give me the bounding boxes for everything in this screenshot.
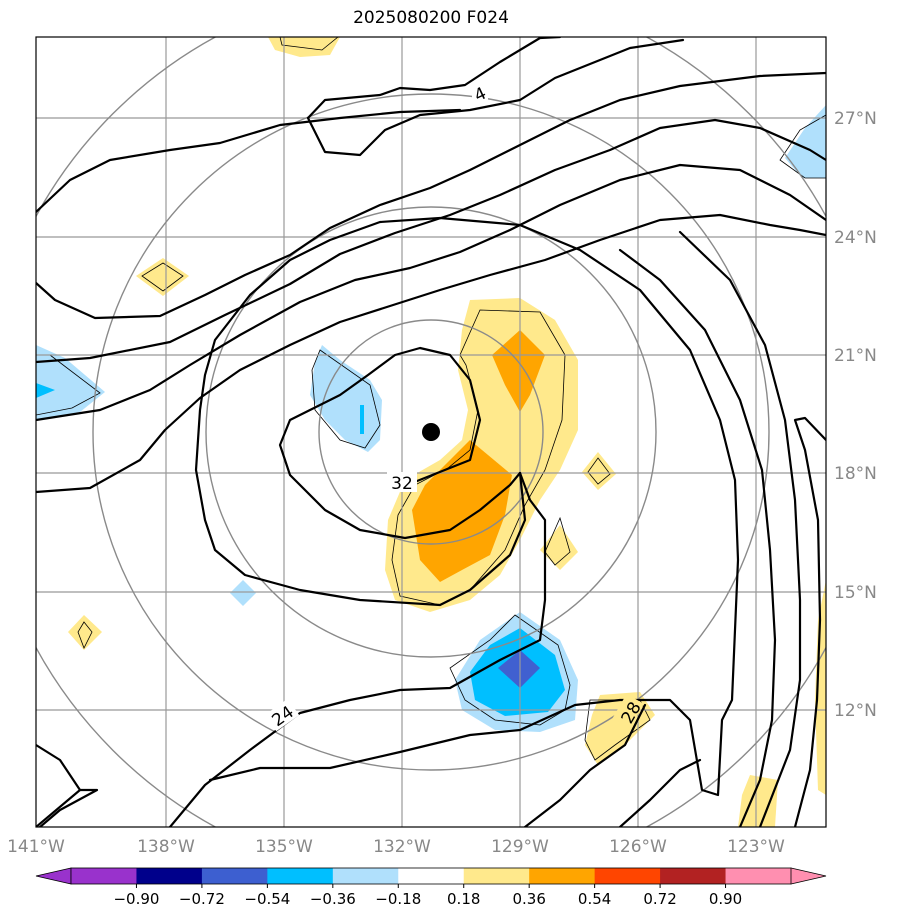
positive-anomaly-patch xyxy=(268,37,340,57)
colorbar-tick-label: 0.90 xyxy=(709,890,742,908)
contour-label: 32 xyxy=(391,474,413,494)
map-title: 2025080200 F024 xyxy=(353,8,509,28)
colorbar-tick-label: −0.72 xyxy=(179,890,225,908)
positive-anomaly-patch xyxy=(815,580,826,795)
contour-label-group: 4 32 24 28 xyxy=(264,84,646,732)
colorbar-cell xyxy=(71,868,137,884)
graticule xyxy=(36,37,826,827)
positive-anomaly-patch-strong xyxy=(412,440,512,582)
lon-tick-label: 132°W xyxy=(373,837,431,857)
negative-anomaly-patch xyxy=(36,345,105,420)
colorbar-tick-label: −0.36 xyxy=(310,890,356,908)
positive-anomaly-patch xyxy=(68,615,102,650)
colorbar-cell xyxy=(398,868,465,884)
height-contours xyxy=(36,37,826,827)
colorbar-cell xyxy=(332,868,399,884)
colorbar-tick-label: 0.54 xyxy=(578,890,611,908)
latitude-ticks: 27°N 24°N 21°N 18°N 15°N 12°N xyxy=(834,109,877,721)
colorbar-cell xyxy=(725,868,792,884)
negative-anomaly-patch xyxy=(785,105,826,178)
colorbar-extend-min xyxy=(35,867,72,885)
colorbar-tick-label: −0.18 xyxy=(375,890,421,908)
lon-tick-label: 123°W xyxy=(727,837,785,857)
negative-anomaly-patch xyxy=(230,580,256,606)
lon-tick-label: 138°W xyxy=(137,837,195,857)
lon-tick-label: 141°W xyxy=(7,837,65,857)
longitude-ticks: 141°W 138°W 135°W 132°W 129°W 126°W 123°… xyxy=(7,837,785,857)
lon-tick-label: 126°W xyxy=(609,837,667,857)
colorbar-tick-label: −0.54 xyxy=(244,890,290,908)
negative-anomaly-patch-strong xyxy=(36,383,55,398)
colorbar-tick-label: 0.72 xyxy=(643,890,676,908)
negative-anomaly-patch-stronger xyxy=(498,650,540,688)
colorbar: −0.90 −0.72 −0.54 −0.36 −0.18 0.18 0.36 0.54 0.7… xyxy=(35,867,827,908)
colorbar-cell xyxy=(201,868,268,884)
colorbar-frame xyxy=(70,867,792,885)
lat-tick-label: 15°N xyxy=(834,583,877,603)
colorbar-cell xyxy=(529,868,596,884)
colorbar-extend-max xyxy=(790,867,827,885)
map-frame xyxy=(35,36,827,828)
contour-label: 24 xyxy=(269,702,298,731)
anomaly-outline-contours xyxy=(36,37,826,761)
positive-anomaly-patch xyxy=(738,775,778,827)
range-rings xyxy=(36,37,826,827)
positive-anomaly-patch xyxy=(540,525,578,570)
negative-anomaly-patch xyxy=(310,345,382,452)
colorbar-tick-label: 0.36 xyxy=(512,890,545,908)
colorbar-cell xyxy=(267,868,334,884)
colorbar-tick-label: 0.18 xyxy=(447,890,480,908)
colorbar-cell xyxy=(594,868,661,884)
positive-anomaly-patch xyxy=(582,452,616,490)
colorbar-cell xyxy=(660,868,727,884)
negative-anomaly-patch-strong xyxy=(360,405,364,434)
colorbar-tick-label: −0.90 xyxy=(113,890,159,908)
storm-center-marker xyxy=(422,423,440,441)
lat-tick-label: 12°N xyxy=(834,701,877,721)
lon-tick-label: 135°W xyxy=(255,837,313,857)
lat-tick-label: 27°N xyxy=(834,109,877,129)
lat-tick-label: 24°N xyxy=(834,228,877,248)
lon-tick-label: 129°W xyxy=(491,837,549,857)
colorbar-cell xyxy=(463,868,530,884)
positive-anomaly-patch-strong xyxy=(492,330,545,412)
map-plot-area: 4 32 24 28 xyxy=(36,37,826,827)
colorbar-cell xyxy=(136,868,203,884)
positive-anomaly-patch xyxy=(136,258,189,296)
lat-tick-label: 21°N xyxy=(834,346,877,366)
lat-tick-label: 18°N xyxy=(834,464,877,484)
